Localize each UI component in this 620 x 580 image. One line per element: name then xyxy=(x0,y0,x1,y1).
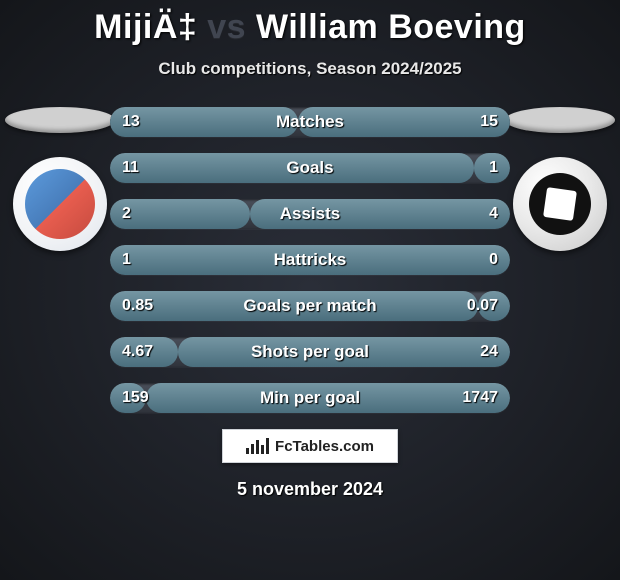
stat-fill-right xyxy=(298,107,510,137)
stat-fill-left xyxy=(110,383,146,413)
stat-fill-left xyxy=(110,291,478,321)
stat-fill-left xyxy=(110,245,510,275)
page-title: MijiÄ‡ vs William Boeving xyxy=(0,0,620,47)
player1-avatar-placeholder xyxy=(5,107,115,133)
stat-fill-right xyxy=(250,199,510,229)
comparison-stage: Matches1315 Goals111 Assists24 Hattricks10 G… xyxy=(0,107,620,413)
player1-slot xyxy=(0,107,120,257)
stat-track xyxy=(110,383,510,413)
brand-icon xyxy=(246,438,269,454)
stat-fill-left xyxy=(110,153,474,183)
stat-fill-left xyxy=(110,107,298,137)
stat-row: Goals111 xyxy=(110,153,510,183)
brand-panel: FcTables.com xyxy=(222,429,398,463)
stat-fill-left xyxy=(110,337,178,367)
stat-bars: Matches1315 Goals111 Assists24 Hattricks10 G… xyxy=(110,107,510,413)
stat-fill-right xyxy=(474,153,510,183)
stat-fill-right xyxy=(478,291,510,321)
stat-track xyxy=(110,153,510,183)
player2-name: William Boeving xyxy=(256,8,526,46)
player2-club-badge xyxy=(513,157,607,251)
stat-row: Matches1315 xyxy=(110,107,510,137)
player1-name: MijiÄ‡ xyxy=(94,8,197,46)
player2-avatar-placeholder xyxy=(505,107,615,133)
stat-track xyxy=(110,199,510,229)
stat-fill-right xyxy=(178,337,510,367)
brand-text: FcTables.com xyxy=(275,438,374,455)
stat-row: Shots per goal4.6724 xyxy=(110,337,510,367)
player2-slot xyxy=(500,107,620,257)
vs-label: vs xyxy=(207,8,246,46)
stat-track xyxy=(110,107,510,137)
subtitle: Club competitions, Season 2024/2025 xyxy=(0,59,620,79)
stat-row: Hattricks10 xyxy=(110,245,510,275)
stat-track xyxy=(110,337,510,367)
stat-row: Min per goal1591747 xyxy=(110,383,510,413)
stat-track xyxy=(110,291,510,321)
stat-fill-right xyxy=(146,383,510,413)
stat-row: Goals per match0.850.07 xyxy=(110,291,510,321)
date-label: 5 november 2024 xyxy=(0,479,620,500)
player1-club-badge xyxy=(13,157,107,251)
stat-track xyxy=(110,245,510,275)
stat-fill-left xyxy=(110,199,250,229)
stat-row: Assists24 xyxy=(110,199,510,229)
